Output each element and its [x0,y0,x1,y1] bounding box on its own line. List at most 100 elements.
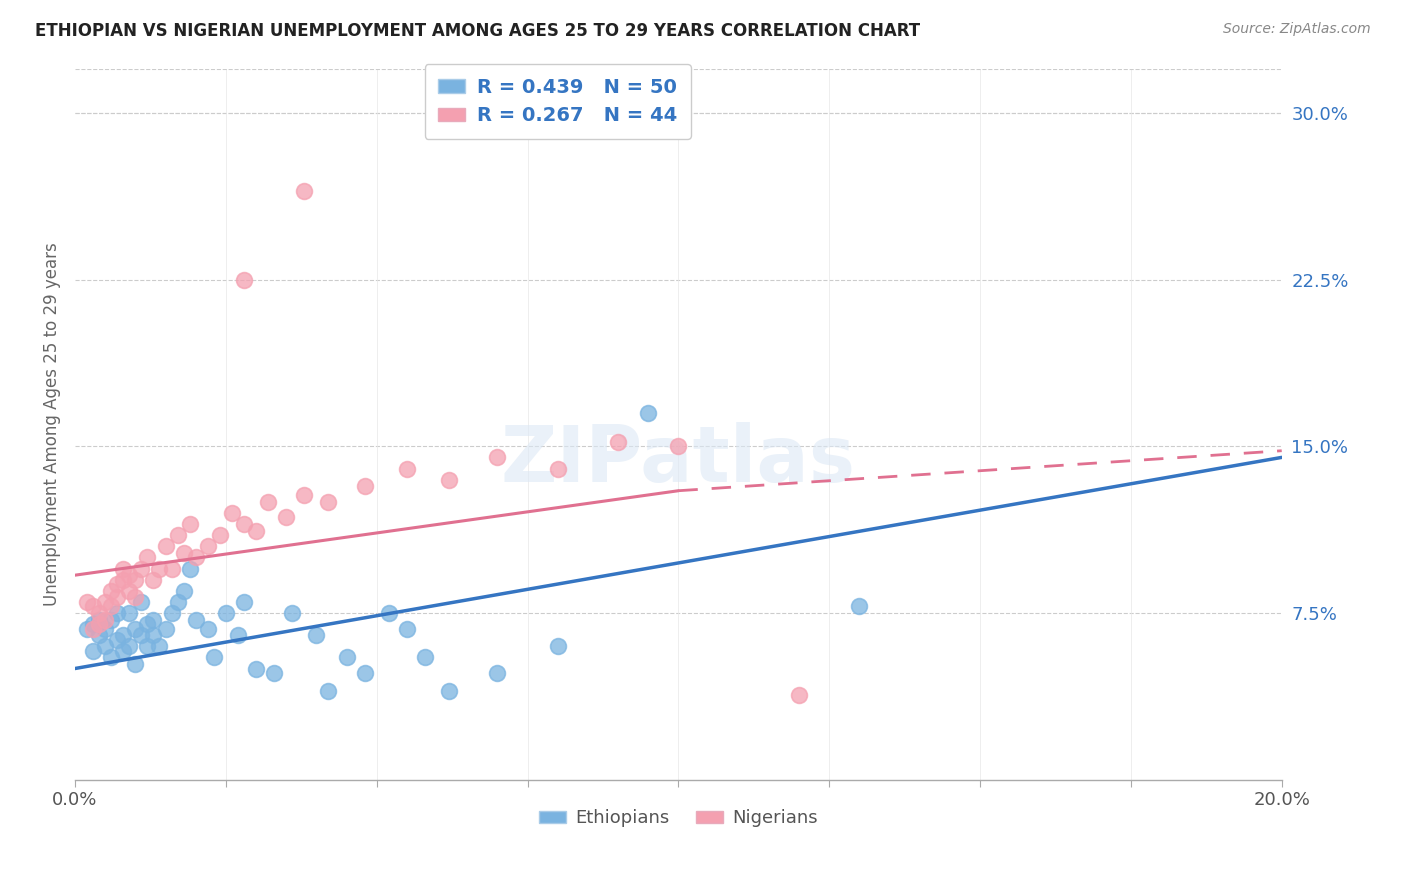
Point [377,606,399,620]
Point [155,539,177,553]
Point [292,184,315,198]
Point [148,640,170,654]
Point [118,568,141,582]
Point [131,561,153,575]
Point [263,665,285,680]
Point [142,573,165,587]
Point [208,528,231,542]
Point [105,632,128,647]
Point [173,546,195,560]
Point [395,461,418,475]
Point [100,599,122,614]
Point [221,506,243,520]
Point [395,622,418,636]
Text: Source: ZipAtlas.com: Source: ZipAtlas.com [1223,22,1371,37]
Point [155,622,177,636]
Text: ZIPatlas: ZIPatlas [501,422,856,498]
Point [233,272,256,286]
Point [637,406,659,420]
Point [94,613,117,627]
Text: ETHIOPIAN VS NIGERIAN UNEMPLOYMENT AMONG AGES 25 TO 29 YEARS CORRELATION CHART: ETHIOPIAN VS NIGERIAN UNEMPLOYMENT AMONG… [35,22,921,40]
Point [160,561,183,575]
Point [184,613,207,627]
Point [142,628,165,642]
Point [486,450,509,465]
Point [82,599,104,614]
Point [105,591,128,605]
Legend: Ethiopians, Nigerians: Ethiopians, Nigerians [531,802,825,835]
Point [124,657,146,671]
Point [76,622,98,636]
Point [82,617,104,632]
Point [118,583,141,598]
Point [131,628,153,642]
Point [179,517,201,532]
Y-axis label: Unemployment Among Ages 25 to 29 years: Unemployment Among Ages 25 to 29 years [44,243,60,606]
Point [112,644,135,658]
Point [179,561,201,575]
Point [100,613,122,627]
Point [124,573,146,587]
Point [318,495,340,509]
Point [112,628,135,642]
Point [89,613,111,627]
Point [197,539,219,553]
Point [124,622,146,636]
Point [233,517,256,532]
Point [76,595,98,609]
Point [437,473,460,487]
Point [173,583,195,598]
Point [257,495,280,509]
Point [848,599,870,614]
Point [131,595,153,609]
Point [166,528,188,542]
Point [437,683,460,698]
Point [353,479,375,493]
Point [281,606,304,620]
Point [118,640,141,654]
Point [276,510,298,524]
Point [160,606,183,620]
Point [245,661,267,675]
Point [94,595,117,609]
Point [112,561,135,575]
Point [148,561,170,575]
Point [233,595,256,609]
Point [89,617,111,632]
Point [197,622,219,636]
Point [105,606,128,620]
Point [666,439,689,453]
Point [124,591,146,605]
Point [89,606,111,620]
Point [82,622,104,636]
Point [215,606,238,620]
Point [105,577,128,591]
Point [353,665,375,680]
Point [142,613,165,627]
Point [292,488,315,502]
Point [226,628,249,642]
Point [112,573,135,587]
Point [136,617,159,632]
Point [305,628,328,642]
Point [82,644,104,658]
Point [166,595,188,609]
Point [607,434,630,449]
Point [94,622,117,636]
Point [136,550,159,565]
Point [245,524,267,538]
Point [413,650,436,665]
Point [100,650,122,665]
Point [100,583,122,598]
Point [202,650,225,665]
Point [89,628,111,642]
Point [184,550,207,565]
Point [547,640,569,654]
Point [335,650,357,665]
Point [94,640,117,654]
Point [486,665,509,680]
Point [318,683,340,698]
Point [118,606,141,620]
Point [136,640,159,654]
Point [787,688,810,702]
